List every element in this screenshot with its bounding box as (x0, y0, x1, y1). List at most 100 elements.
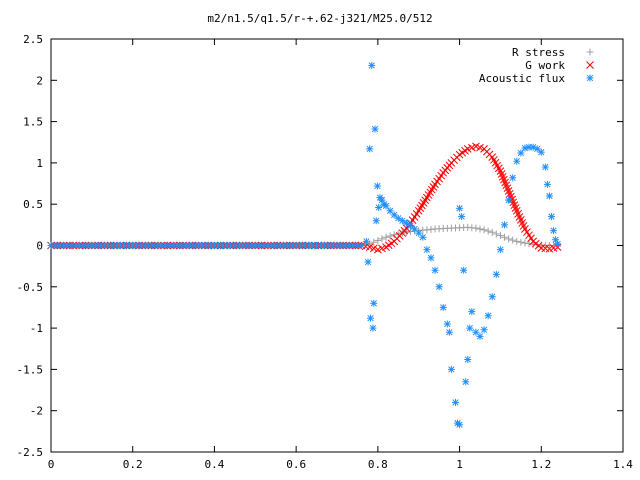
data-point (496, 246, 504, 254)
data-point (445, 328, 453, 336)
data-point (394, 214, 402, 222)
data-point (390, 211, 398, 219)
series-1 (47, 142, 562, 254)
data-point (372, 217, 380, 225)
data-point (513, 157, 521, 165)
data-point (373, 182, 381, 190)
x-tick-label: 0 (48, 458, 55, 471)
legend-marker (586, 61, 594, 69)
data-point (521, 239, 529, 247)
data-point (390, 231, 398, 239)
data-point (431, 266, 439, 274)
data-point (480, 226, 488, 234)
data-point (443, 320, 451, 328)
series-2 (47, 61, 562, 429)
data-point (500, 175, 508, 184)
data-point (533, 145, 541, 153)
data-point (476, 225, 484, 233)
data-point (468, 308, 476, 316)
data-point (488, 293, 496, 301)
data-point (502, 181, 511, 190)
data-point (402, 219, 410, 227)
data-point (517, 149, 525, 157)
data-point (501, 178, 509, 187)
y-tick-label: 0.5 (23, 198, 43, 211)
y-tick-label: -0.5 (17, 281, 44, 294)
data-point (382, 202, 390, 210)
data-point (505, 235, 513, 243)
legend-marker (586, 74, 594, 82)
data-marks (47, 61, 562, 429)
data-point (484, 227, 492, 235)
data-point (503, 184, 512, 193)
data-point (472, 224, 480, 232)
data-point (554, 240, 562, 248)
data-point (464, 355, 472, 363)
data-point (545, 192, 553, 200)
data-point (382, 233, 390, 241)
data-point (509, 174, 517, 182)
data-point (541, 163, 549, 171)
data-point (492, 230, 500, 238)
data-point (505, 196, 513, 204)
x-tick-label: 1.2 (531, 458, 551, 471)
data-point (371, 125, 379, 133)
data-point (505, 189, 514, 198)
data-point (498, 172, 507, 181)
data-point (501, 233, 509, 241)
x-tick-label: 0.6 (286, 458, 306, 471)
data-point (358, 242, 366, 249)
data-point (451, 398, 459, 406)
data-point (492, 270, 500, 278)
axis-ticks: 0 0.2 0.4 0.6 0.8 1 1.2 1.4 2.5 2 1.5 1 0.5 0 -0.5 -1 -1… (17, 33, 634, 471)
data-point (419, 233, 427, 241)
data-point (511, 204, 520, 212)
data-point (488, 228, 496, 236)
data-point (484, 312, 492, 320)
data-point (374, 237, 382, 245)
data-point (456, 421, 464, 429)
y-tick-label: -1 (30, 322, 43, 335)
legend-label: Acoustic flux (479, 72, 565, 85)
y-tick-label: 1.5 (23, 116, 43, 129)
data-point (362, 237, 370, 245)
data-point (501, 221, 509, 229)
data-point (378, 196, 386, 204)
data-point (513, 237, 521, 245)
legend-label: G work (525, 59, 565, 72)
data-point (427, 254, 435, 262)
data-point (386, 232, 394, 240)
data-point (366, 145, 374, 153)
data-point (439, 303, 447, 311)
data-point (476, 332, 484, 340)
data-point (509, 236, 517, 244)
data-point (112, 242, 120, 249)
y-tick-label: 1 (36, 157, 43, 170)
data-point (460, 266, 468, 274)
data-point (510, 201, 519, 209)
data-point (423, 246, 431, 254)
data-point (368, 61, 376, 69)
x-tick-label: 0.4 (204, 458, 224, 471)
data-point (367, 314, 375, 322)
data-point (537, 148, 545, 156)
legend-label: R stress (512, 46, 565, 59)
data-point (398, 217, 406, 225)
y-tick-label: 2 (36, 74, 43, 87)
data-point (517, 238, 525, 246)
y-tick-label: -2 (30, 405, 43, 418)
data-point (480, 326, 488, 334)
data-point (435, 283, 443, 291)
chart-title: m2/n1.5/q1.5/r-+.62-j321/M25.0/512 (207, 12, 432, 25)
data-point (369, 324, 377, 332)
x-tick-label: 1.4 (613, 458, 633, 471)
data-point (466, 324, 474, 332)
data-point (458, 213, 466, 221)
legend-marker (586, 48, 594, 56)
data-point (407, 222, 415, 230)
data-point (370, 238, 378, 246)
data-point (386, 207, 394, 215)
y-tick-label: -2.5 (17, 446, 44, 459)
